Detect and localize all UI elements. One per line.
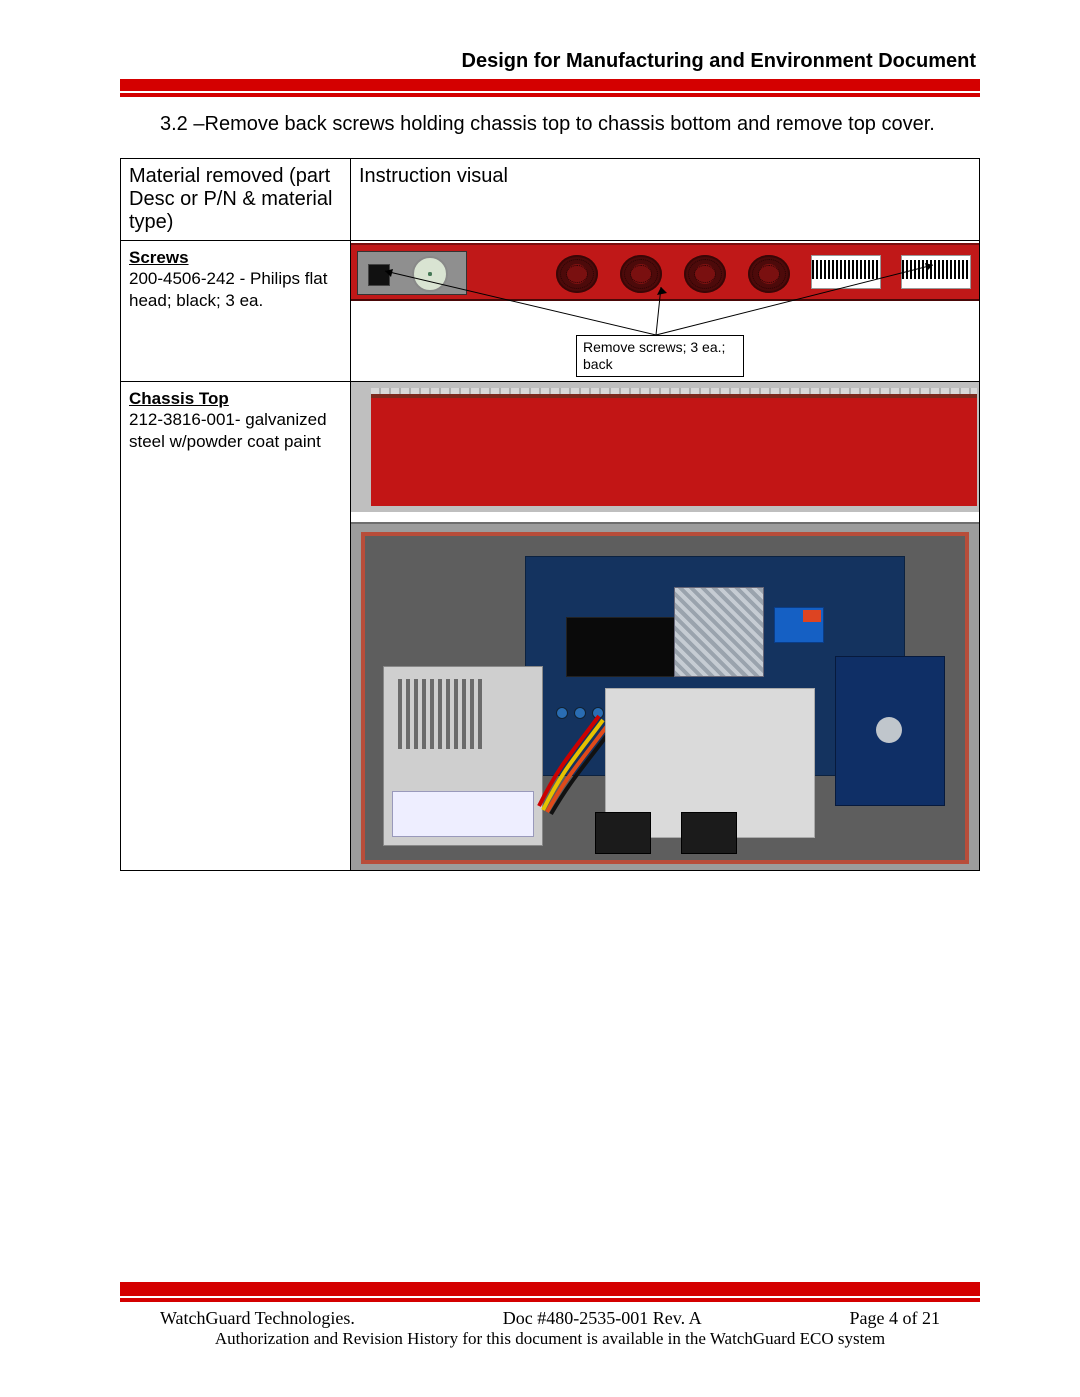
case-fan-icon <box>595 812 651 854</box>
table-row: Chassis Top 212-3816-001- galvanized ste… <box>121 382 980 871</box>
power-supply <box>383 666 543 846</box>
spacer <box>351 512 979 522</box>
cf-card-icon <box>774 607 824 643</box>
footer-authorization: Authorization and Revision History for t… <box>120 1329 980 1349</box>
footer-doc: Doc #480-2535-001 Rev. A <box>503 1308 702 1329</box>
footer-line-1: WatchGuard Technologies. Doc #480-2535-0… <box>120 1302 980 1329</box>
callout-text: Remove screws; 3 ea.; back <box>583 339 725 372</box>
rear-labels <box>811 255 971 289</box>
material-cell-chassis-top: Chassis Top 212-3816-001- galvanized ste… <box>121 382 351 871</box>
material-desc: 212-3816-001- galvanized steel w/powder … <box>129 409 342 452</box>
barcode-label-icon <box>901 255 971 289</box>
barcode-label-icon <box>811 255 881 289</box>
cover-surface <box>371 394 977 506</box>
section-instruction: 3.2 –Remove back screws holding chassis … <box>120 97 980 158</box>
fan-row <box>595 812 737 854</box>
case-fan-icon <box>681 812 737 854</box>
vent-icon <box>748 255 790 293</box>
visual-cell-chassis <box>351 382 980 871</box>
table-row: Screws 200-4506-242 - Philips flat head;… <box>121 241 980 382</box>
daughter-board-icon <box>835 656 945 806</box>
header-red-bar <box>120 79 980 91</box>
chassis-top-cover-photo <box>351 382 979 512</box>
psu-fan-icon <box>412 256 448 292</box>
chassis-back-panel <box>351 243 979 301</box>
cpu-heatsink-icon <box>674 587 764 677</box>
material-title: Screws <box>129 247 342 268</box>
footer-page: Page 4 of 21 <box>850 1308 940 1329</box>
document-page: Design for Manufacturing and Environment… <box>0 0 1080 1397</box>
page-title: Design for Manufacturing and Environment… <box>120 50 980 79</box>
vent-icon <box>556 255 598 293</box>
visual-cell-backpanel: Remove screws; 3 ea.; back <box>351 241 980 382</box>
vent-icon <box>684 255 726 293</box>
psu-slot <box>357 251 467 295</box>
material-title: Chassis Top <box>129 388 342 409</box>
header-block: Design for Manufacturing and Environment… <box>120 50 980 97</box>
chassis-frame <box>361 532 969 864</box>
footer-red-bar <box>120 1282 980 1296</box>
material-desc: 200-4506-242 - Philips flat head; black;… <box>129 268 342 311</box>
materials-table: Material removed (part Desc or P/N & mat… <box>120 158 980 871</box>
chassis-interior-photo <box>351 522 979 870</box>
col-header-material: Material removed (part Desc or P/N & mat… <box>121 159 351 241</box>
table-header-row: Material removed (part Desc or P/N & mat… <box>121 159 980 241</box>
footer-company: WatchGuard Technologies. <box>160 1308 355 1329</box>
vent-row <box>556 255 790 293</box>
psu-vent-icon <box>398 679 482 749</box>
section-number: 3.2 <box>160 113 188 135</box>
callout-box: Remove screws; 3 ea.; back <box>576 335 744 377</box>
psu-label-icon <box>392 791 534 837</box>
page-footer: WatchGuard Technologies. Doc #480-2535-0… <box>120 1282 980 1349</box>
vent-icon <box>620 255 662 293</box>
section-body: –Remove back screws holding chassis top … <box>193 113 934 135</box>
col-header-visual: Instruction visual <box>351 159 980 241</box>
material-cell-screws: Screws 200-4506-242 - Philips flat head;… <box>121 241 351 382</box>
backpanel-photo: Remove screws; 3 ea.; back <box>351 241 979 381</box>
power-plug-icon <box>368 264 390 286</box>
